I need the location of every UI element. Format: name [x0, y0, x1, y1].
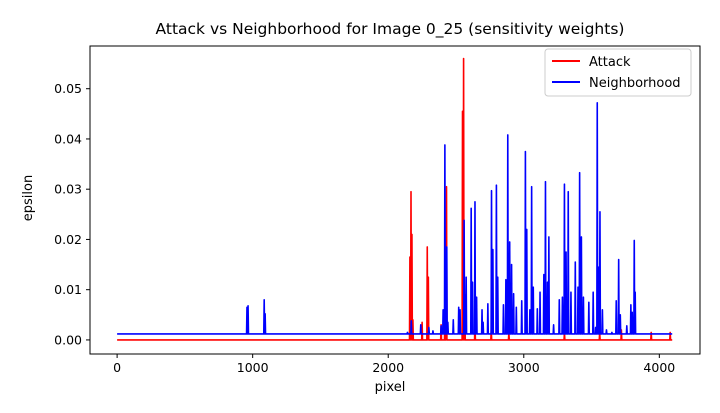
x-axis-label: pixel [375, 380, 406, 395]
legend: Attack Neighborhood [544, 48, 692, 97]
x-tick-label: 0 [113, 360, 121, 375]
chart-title: Attack vs Neighborhood for Image 0_25 (s… [156, 20, 625, 39]
y-tick-label: 0.05 [54, 81, 82, 96]
series-line-attack [117, 57, 673, 341]
y-axis-label: epsilon [21, 175, 36, 221]
plot-frame [89, 45, 701, 355]
x-tick-label: 1000 [237, 360, 269, 375]
x-tick-label: 2000 [372, 360, 404, 375]
legend-box [544, 48, 692, 97]
x-tick-label: 4000 [643, 360, 675, 375]
y-tick-label: 0.00 [54, 332, 82, 347]
plot-area [89, 45, 701, 355]
series-line-neighborhood [117, 101, 673, 335]
series-layer [117, 57, 673, 341]
y-tick-label: 0.01 [54, 282, 82, 297]
legend-label-attack: Attack [589, 55, 631, 70]
y-tick-label: 0.04 [54, 131, 82, 146]
legend-label-neighborhood: Neighborhood [589, 76, 681, 91]
x-axis: 0 1000 2000 3000 4000 [113, 354, 675, 375]
y-axis: 0.00 0.01 0.02 0.03 0.04 0.05 [54, 81, 90, 347]
x-tick-label: 3000 [508, 360, 540, 375]
y-tick-label: 0.02 [54, 232, 82, 247]
y-tick-label: 0.03 [54, 182, 82, 197]
